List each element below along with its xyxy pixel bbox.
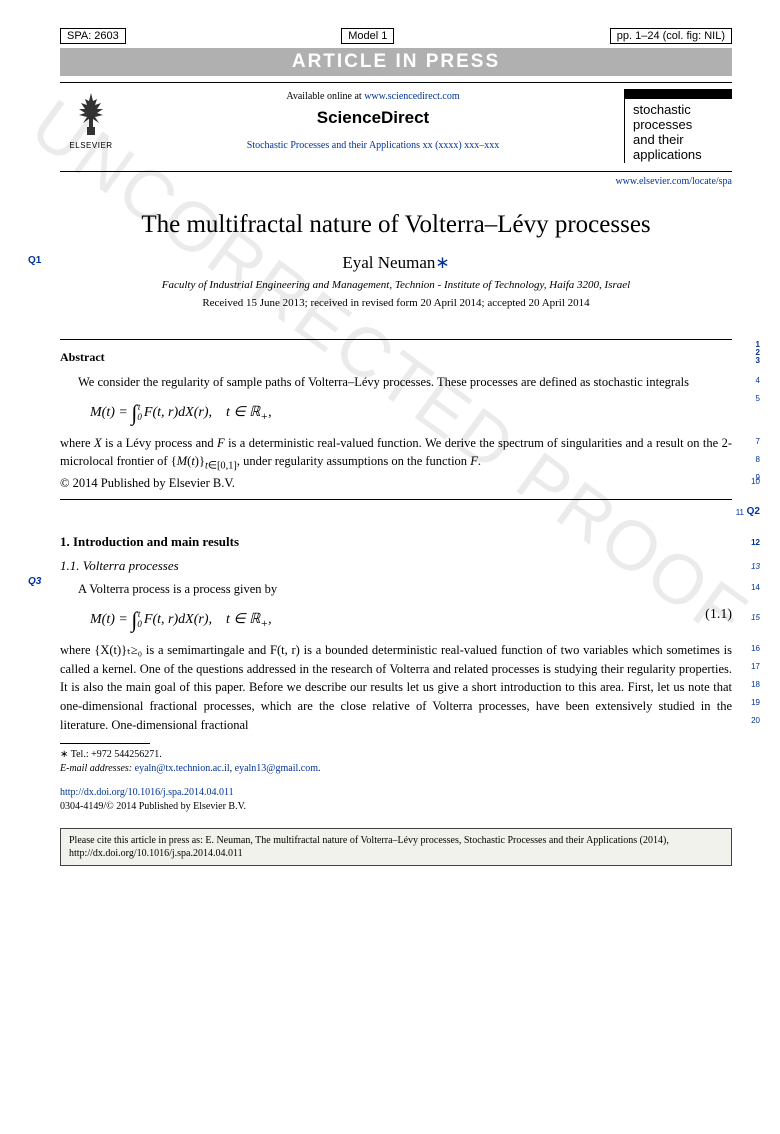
- equation-1-1: M(t) = ∫0t F(t, r)dX(r), t ∈ ℝ+, (1.1) 1…: [90, 607, 732, 633]
- line-num: 10: [751, 476, 760, 488]
- rule-below-abstract: [60, 499, 732, 500]
- email-label: E-mail addresses:: [60, 763, 135, 774]
- journal-logo: stochastic processes and their applicati…: [624, 89, 732, 163]
- line-num: 20: [751, 715, 760, 727]
- abstract-p1: We consider the regularity of sample pat…: [60, 373, 732, 392]
- t: , under regularity assumptions on the fu…: [237, 454, 470, 468]
- center-header: Available online at www.sciencedirect.co…: [122, 89, 624, 151]
- sec1-p2: where {X(t)}ₜ≥₀ is a semimartingale and …: [60, 641, 732, 735]
- article-title: The multifractal nature of Volterra–Lévy…: [60, 211, 732, 239]
- line-num: 16: [751, 643, 760, 655]
- equation-number: (1.1): [705, 607, 732, 623]
- abstract-heading: Abstract 1 2 3: [60, 350, 732, 365]
- abstract-heading-text: Abstract: [60, 350, 105, 364]
- line-num: 5: [738, 393, 760, 405]
- section-1-heading-text: 1. Introduction and main results: [60, 534, 239, 549]
- journal-reference[interactable]: Stochastic Processes and their Applicati…: [122, 140, 624, 151]
- sec1-p2-text: where {X(t)}ₜ≥₀ is a semimartingale and …: [60, 643, 732, 732]
- pp-range: pp. 1–24 (col. fig: NIL): [610, 28, 732, 44]
- email-link-1[interactable]: eyaln@tx.technion.ac.il: [135, 763, 230, 774]
- line-num: 11: [736, 508, 744, 517]
- journal-logo-l2: processes: [633, 118, 732, 133]
- line-num: 12: [751, 538, 760, 547]
- elsevier-text: ELSEVIER: [69, 141, 112, 150]
- sec1-p1: A Volterra process is a process given by…: [60, 580, 732, 599]
- t: is a Lévy process and: [102, 436, 217, 450]
- elsevier-tree-icon: [69, 89, 113, 139]
- sciencedirect-link[interactable]: www.sciencedirect.com: [364, 91, 459, 102]
- t: where: [60, 436, 94, 450]
- article-in-press-banner: ARTICLE IN PRESS: [60, 48, 732, 76]
- corresponding-asterisk: ∗: [435, 253, 449, 272]
- abstract-p2: where X is a Lévy process and F is a det…: [60, 434, 732, 475]
- model-code: Model 1: [341, 28, 394, 44]
- line-num: 13: [751, 562, 760, 571]
- author-name: Eyal Neuman: [342, 253, 435, 272]
- available-online: Available online at www.sciencedirect.co…: [122, 91, 624, 102]
- author-line: Q1 Eyal Neuman∗: [60, 253, 732, 273]
- subsection-1-1-heading: 1.1. Volterra processes 13 Q3: [60, 558, 732, 574]
- abstract-p1-text: We consider the regularity of sample pat…: [78, 375, 689, 389]
- line-num: 14: [733, 582, 760, 594]
- top-meta-row: SPA: 2603 Model 1 pp. 1–24 (col. fig: NI…: [60, 28, 732, 44]
- subsection-text: 1.1. Volterra processes: [60, 558, 179, 573]
- q2-label: Q2: [747, 506, 760, 517]
- cite-box: Please cite this article in press as: E.…: [60, 828, 732, 866]
- journal-logo-l3: and their: [633, 133, 732, 148]
- t: .: [478, 454, 481, 468]
- footnote-email: E-mail addresses: eyaln@tx.technion.ac.i…: [60, 762, 732, 776]
- line-num: 4: [738, 375, 760, 387]
- line-num: 17: [751, 661, 760, 673]
- email-link-2[interactable]: eyaln13@gmail.com: [235, 763, 318, 774]
- rule-above-abstract: [60, 339, 732, 340]
- line-num: 8: [756, 454, 760, 466]
- q1-label: Q1: [28, 255, 41, 266]
- period: .: [318, 763, 321, 774]
- journal-logo-l1: stochastic: [633, 103, 732, 118]
- affiliation: Faculty of Industrial Engineering and Ma…: [60, 279, 732, 291]
- line-num: 3: [756, 356, 760, 365]
- line-num: 18: [751, 679, 760, 691]
- available-text: Available online at: [286, 91, 364, 102]
- doi-link[interactable]: http://dx.doi.org/10.1016/j.spa.2014.04.…: [60, 786, 732, 800]
- spa-code: SPA: 2603: [60, 28, 126, 44]
- journal-logo-l4: applications: [633, 148, 732, 163]
- header-band: ELSEVIER Available online at www.science…: [60, 82, 732, 172]
- journal-url[interactable]: www.elsevier.com/locate/spa: [60, 176, 732, 187]
- footnote-tel: ∗ Tel.: +972 544256271.: [60, 748, 732, 762]
- section-1-heading: 1. Introduction and main results 12: [60, 534, 732, 550]
- sec1-p1-text: A Volterra process is a process given by: [78, 582, 277, 596]
- doi-block: http://dx.doi.org/10.1016/j.spa.2014.04.…: [60, 786, 732, 814]
- sciencedirect-logo: ScienceDirect: [122, 108, 624, 128]
- line-num: 7: [756, 436, 760, 448]
- q3-label: Q3: [28, 576, 41, 587]
- line-num: 19: [751, 697, 760, 709]
- issn-line: 0304-4149/© 2014 Published by Elsevier B…: [60, 800, 732, 814]
- abstract-copyright: © 2014 Published by Elsevier B.V. 10: [60, 474, 732, 493]
- abstract-equation: M(t) = ∫0t F(t, r)dX(r), t ∈ ℝ+, 6: [90, 400, 732, 426]
- dates: Received 15 June 2013; received in revis…: [60, 297, 732, 309]
- copyright-text: © 2014 Published by Elsevier B.V.: [60, 476, 235, 490]
- elsevier-logo: ELSEVIER: [60, 89, 122, 150]
- footnote-separator: [60, 743, 150, 744]
- line-num: 15: [751, 613, 760, 622]
